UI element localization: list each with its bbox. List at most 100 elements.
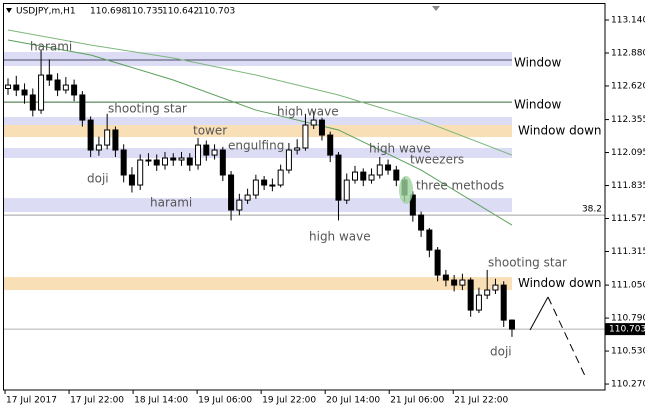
y-tick-label: 112.620 [611, 81, 645, 91]
candle-body [54, 79, 61, 91]
y-tick-label: 110.270 [611, 380, 645, 390]
candle-body [310, 119, 317, 126]
pattern-label: high wave [309, 230, 371, 244]
candle-body [211, 149, 218, 156]
y-tick-label: 110.790 [611, 314, 645, 324]
x-tick-label: 19 Jul 22:00 [262, 396, 316, 406]
pattern-label: three methods [416, 179, 504, 193]
candle-body [5, 84, 12, 89]
candle-body [343, 179, 350, 201]
candle-body [13, 84, 20, 91]
candle-body [442, 274, 449, 281]
scroll-marker [432, 6, 440, 11]
header-icon [6, 8, 12, 13]
y-tick-label: 112.880 [611, 48, 645, 58]
pattern-label: doji [87, 172, 109, 186]
y-tick-label: 110.530 [611, 347, 645, 357]
y-tick-label: 113.140 [611, 15, 645, 25]
zone-label: Window down [518, 124, 602, 138]
candle-body [484, 289, 491, 296]
candle-body [120, 149, 127, 176]
candle-body [360, 171, 367, 181]
x-tick-label: 20 Jul 14:00 [326, 396, 380, 406]
candle-body [252, 179, 259, 196]
candle-body [153, 159, 160, 166]
quote-open: 110.698 [90, 7, 127, 17]
plot-area [4, 29, 605, 337]
price-box [605, 323, 645, 336]
candle-body [500, 284, 507, 321]
moving-average [7, 29, 513, 156]
pattern-label: shooting star [108, 102, 187, 116]
pattern-label: shooting star [488, 256, 567, 270]
candle-body [459, 279, 466, 286]
candle-body [285, 149, 292, 171]
candle-body [87, 119, 94, 151]
candle-body [137, 159, 144, 186]
pattern-label: harami [150, 196, 192, 210]
candle-body [21, 89, 28, 96]
candle-body [335, 154, 342, 201]
pattern-label: doji [490, 345, 512, 359]
plot-frame [3, 3, 606, 391]
y-tick-label: 111.315 [611, 247, 645, 257]
candle-body [327, 134, 334, 156]
candle-body [62, 84, 69, 91]
x-tick-label: 19 Jul 06:00 [198, 396, 252, 406]
candle-body [170, 157, 177, 161]
pattern-label: high wave [369, 142, 431, 156]
zone [4, 125, 512, 138]
quote-low: 110.642 [162, 7, 199, 17]
candle-body [475, 294, 482, 311]
candle-body [302, 124, 309, 149]
candle-body [95, 144, 102, 151]
zone [4, 198, 512, 213]
candle-body [426, 229, 433, 251]
x-tick-label: 21 Jul 06:00 [390, 396, 444, 406]
pattern-label: high wave [277, 105, 339, 119]
candle-body [294, 147, 301, 151]
zone-label: Window down [518, 276, 602, 290]
candle-body [128, 174, 135, 186]
candle-body [508, 319, 515, 330]
candle-body [451, 279, 458, 286]
x-tick-label: 21 Jul 22:00 [454, 396, 508, 406]
zone [4, 51, 512, 67]
quote-close: 110.703 [198, 7, 235, 17]
candle-body [318, 119, 325, 136]
candle-body [104, 129, 111, 146]
candle-body [409, 194, 416, 216]
candle-body [79, 94, 86, 121]
candle-body [269, 184, 276, 187]
y-tick-label: 112.095 [611, 148, 645, 158]
candle-body [418, 214, 425, 231]
projection-dashed [547, 296, 587, 379]
pattern-highlight [399, 176, 413, 204]
symbol: USDJPY,m,H1 [16, 7, 76, 17]
candle-body [434, 249, 441, 276]
candle-body [492, 284, 499, 291]
projection [529, 296, 549, 331]
level-label: Window [514, 55, 562, 69]
pattern-label: engulfing [228, 139, 284, 153]
candle-body [393, 169, 400, 181]
candle-body [219, 149, 226, 176]
price-box-label: 110.703 [609, 325, 645, 335]
candle-body [261, 179, 268, 186]
candle-body [145, 159, 152, 162]
candle-body [228, 174, 235, 211]
candle-body [178, 157, 185, 161]
header: USDJPY,m,H1 110.698 110.735 110.642 110.… [6, 7, 235, 17]
candle-body [71, 84, 78, 96]
candle-body [236, 199, 243, 211]
pattern-label: harami [30, 40, 72, 54]
candle-body [203, 144, 210, 156]
candle-body [376, 164, 383, 176]
candle-body [368, 174, 375, 181]
y-tick-label: 111.575 [611, 214, 645, 224]
candle-body [195, 144, 202, 166]
candle-body [467, 279, 474, 311]
candle-body [38, 74, 45, 111]
x-tick-label: 17 Jul 22:00 [70, 396, 124, 406]
